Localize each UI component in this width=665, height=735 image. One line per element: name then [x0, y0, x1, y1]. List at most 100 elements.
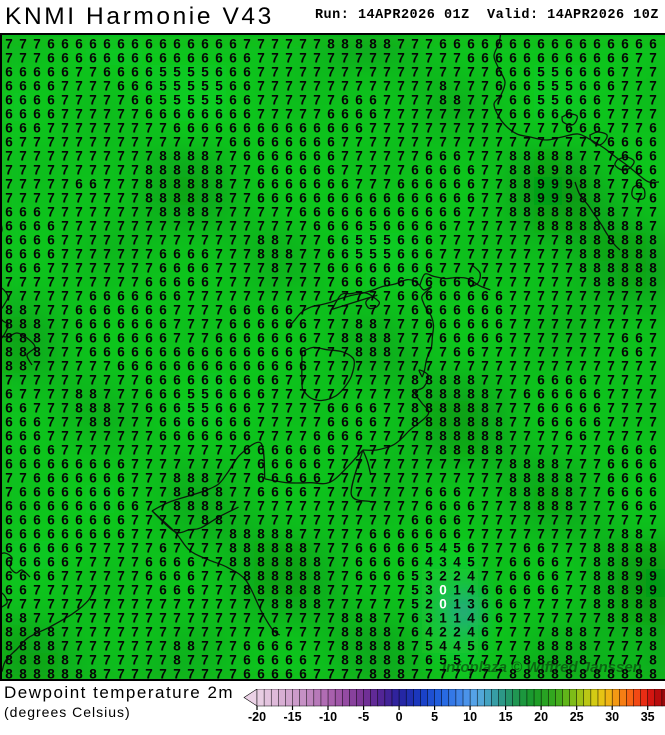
- svg-text:7: 7: [509, 611, 517, 626]
- svg-text:7: 7: [383, 611, 391, 626]
- svg-text:6: 6: [33, 219, 41, 234]
- svg-text:7: 7: [369, 79, 377, 94]
- svg-text:8: 8: [607, 541, 615, 556]
- svg-text:7: 7: [495, 653, 503, 668]
- svg-text:6: 6: [411, 625, 419, 640]
- svg-text:6: 6: [33, 555, 41, 570]
- svg-text:7: 7: [327, 317, 335, 332]
- svg-text:7: 7: [481, 261, 489, 276]
- svg-text:7: 7: [75, 233, 83, 248]
- svg-text:7: 7: [649, 373, 657, 388]
- svg-text:7: 7: [285, 51, 293, 66]
- svg-text:6: 6: [159, 583, 167, 598]
- svg-text:7: 7: [565, 135, 573, 150]
- svg-text:7: 7: [481, 471, 489, 486]
- svg-text:8: 8: [257, 555, 265, 570]
- svg-text:7: 7: [61, 205, 69, 220]
- svg-text:7: 7: [397, 107, 405, 122]
- svg-text:7: 7: [327, 471, 335, 486]
- svg-text:6: 6: [159, 429, 167, 444]
- svg-text:7: 7: [103, 163, 111, 178]
- svg-text:6: 6: [355, 555, 363, 570]
- svg-text:7: 7: [481, 163, 489, 178]
- svg-text:7: 7: [467, 79, 475, 94]
- svg-text:6: 6: [285, 359, 293, 374]
- svg-text:6: 6: [495, 611, 503, 626]
- svg-text:7: 7: [327, 331, 335, 346]
- svg-text:6: 6: [551, 583, 559, 598]
- svg-text:6: 6: [257, 303, 265, 318]
- svg-text:7: 7: [467, 121, 475, 136]
- svg-text:8: 8: [635, 625, 643, 640]
- svg-text:7: 7: [355, 387, 363, 402]
- svg-text:6: 6: [173, 569, 181, 584]
- svg-text:7: 7: [257, 219, 265, 234]
- svg-text:7: 7: [243, 163, 251, 178]
- svg-text:7: 7: [47, 597, 55, 612]
- svg-text:6: 6: [117, 317, 125, 332]
- svg-text:7: 7: [635, 51, 643, 66]
- svg-text:6: 6: [5, 555, 13, 570]
- svg-text:7: 7: [145, 485, 153, 500]
- svg-text:2: 2: [425, 597, 433, 612]
- svg-text:7: 7: [649, 51, 657, 66]
- svg-text:4: 4: [467, 611, 475, 626]
- svg-text:4: 4: [439, 541, 447, 556]
- svg-text:7: 7: [257, 37, 265, 52]
- svg-text:7: 7: [397, 65, 405, 80]
- svg-text:8: 8: [173, 499, 181, 514]
- svg-text:6: 6: [467, 541, 475, 556]
- svg-text:7: 7: [215, 443, 223, 458]
- svg-text:6: 6: [103, 457, 111, 472]
- svg-text:6: 6: [47, 541, 55, 556]
- svg-text:7: 7: [593, 457, 601, 472]
- svg-text:7: 7: [229, 275, 237, 290]
- svg-text:7: 7: [215, 583, 223, 598]
- svg-text:6: 6: [439, 191, 447, 206]
- svg-text:7: 7: [117, 205, 125, 220]
- svg-text:8: 8: [509, 149, 517, 164]
- svg-text:8: 8: [453, 401, 461, 416]
- svg-text:7: 7: [607, 415, 615, 430]
- svg-text:7: 7: [159, 457, 167, 472]
- svg-text:7: 7: [397, 415, 405, 430]
- svg-text:8: 8: [89, 387, 97, 402]
- svg-text:7: 7: [229, 653, 237, 668]
- svg-text:15: 15: [499, 710, 513, 724]
- svg-text:7: 7: [313, 639, 321, 654]
- svg-text:7: 7: [397, 331, 405, 346]
- svg-text:8: 8: [537, 499, 545, 514]
- svg-text:8: 8: [369, 37, 377, 52]
- svg-text:6: 6: [5, 65, 13, 80]
- svg-text:7: 7: [173, 597, 181, 612]
- svg-text:7: 7: [145, 247, 153, 262]
- svg-text:8: 8: [5, 317, 13, 332]
- svg-text:7: 7: [495, 219, 503, 234]
- svg-text:8: 8: [271, 569, 279, 584]
- svg-text:6: 6: [425, 513, 433, 528]
- svg-text:8: 8: [551, 667, 559, 682]
- svg-text:6: 6: [509, 79, 517, 94]
- svg-text:6: 6: [355, 93, 363, 108]
- svg-text:7: 7: [313, 247, 321, 262]
- svg-text:8: 8: [201, 205, 209, 220]
- svg-text:7: 7: [47, 387, 55, 402]
- svg-text:7: 7: [355, 471, 363, 486]
- svg-text:6: 6: [229, 387, 237, 402]
- svg-text:6: 6: [19, 121, 27, 136]
- svg-text:7: 7: [467, 513, 475, 528]
- svg-text:6: 6: [299, 149, 307, 164]
- svg-text:6: 6: [257, 149, 265, 164]
- svg-text:6: 6: [89, 37, 97, 52]
- svg-text:7: 7: [61, 583, 69, 598]
- svg-text:9: 9: [565, 191, 573, 206]
- svg-text:6: 6: [229, 107, 237, 122]
- svg-text:6: 6: [481, 639, 489, 654]
- svg-text:7: 7: [439, 107, 447, 122]
- svg-text:7: 7: [187, 667, 195, 682]
- svg-text:7: 7: [201, 625, 209, 640]
- svg-text:7: 7: [579, 513, 587, 528]
- svg-text:7: 7: [89, 107, 97, 122]
- svg-text:6: 6: [173, 373, 181, 388]
- svg-text:7: 7: [369, 121, 377, 136]
